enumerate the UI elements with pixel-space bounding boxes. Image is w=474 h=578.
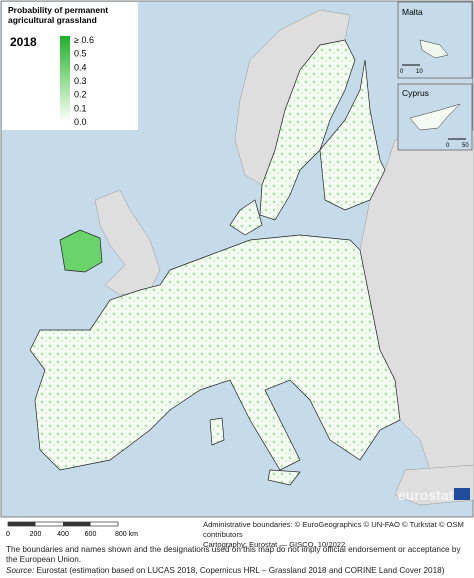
credit-line: Cartography: Eurostat — GISCO, 10/2022	[203, 540, 346, 549]
scale-bar: 0 200 400 600 800 km	[6, 521, 138, 538]
scale-bar-segment	[63, 522, 91, 526]
inset-cyprus: Cyprus 0 50	[397, 83, 473, 151]
inset-title: Malta	[402, 7, 423, 17]
inset-scale-label: 0	[446, 143, 450, 149]
legend-label: 0.0	[74, 117, 87, 127]
source-text: Eurostat (estimation based on LUCAS 2018…	[36, 566, 445, 575]
legend-year: 2018	[10, 35, 37, 49]
scale-label: 200	[30, 531, 42, 538]
scale-label: 400	[57, 531, 69, 538]
legend-label: 0.4	[74, 62, 87, 72]
legend-title: Probability of permanent agricultural gr…	[8, 5, 111, 25]
legend-label: ≥ 0.6	[74, 35, 94, 45]
legend-label: 0.5	[74, 49, 87, 59]
inset-title: Cyprus	[402, 88, 429, 98]
legend-gradient	[60, 36, 70, 122]
legend-label: 0.2	[74, 90, 87, 100]
legend: Probability of permanent agricultural gr…	[2, 2, 138, 130]
credit-line: Administrative boundaries: © EuroGeograp…	[203, 520, 464, 539]
inset-malta: Malta 0 10	[397, 1, 473, 79]
source-label: Source:	[6, 566, 35, 575]
inset-scale-label: 50	[462, 143, 469, 149]
scale-label: 600	[85, 531, 97, 538]
inset-scale-label: 0	[400, 69, 404, 75]
eu-flag	[454, 488, 470, 500]
eu-land	[29, 39, 401, 486]
disclaimer: The boundaries and names shown and the d…	[6, 545, 461, 564]
inset-scale-label: 10	[416, 69, 423, 75]
eurostat-logo: eurostat	[398, 487, 470, 503]
scale-label: 0	[6, 531, 10, 538]
source: Source: Eurostat (estimation based on LU…	[6, 566, 468, 576]
scale-bar-segment	[8, 522, 36, 526]
logo-text: eurostat	[398, 487, 454, 503]
legend-title-line: agricultural grassland	[8, 15, 97, 25]
legend-label: 0.3	[74, 76, 87, 86]
malta-shape	[419, 39, 449, 59]
credits: Administrative boundaries: © EuroGeograp…	[203, 520, 474, 550]
legend-title-line: Probability of permanent	[8, 5, 108, 15]
map: Probability of permanent agricultural gr…	[0, 0, 474, 518]
cyprus-shape	[409, 103, 461, 131]
legend-label: 0.1	[74, 103, 87, 113]
scale-label: 800 km	[115, 531, 138, 538]
